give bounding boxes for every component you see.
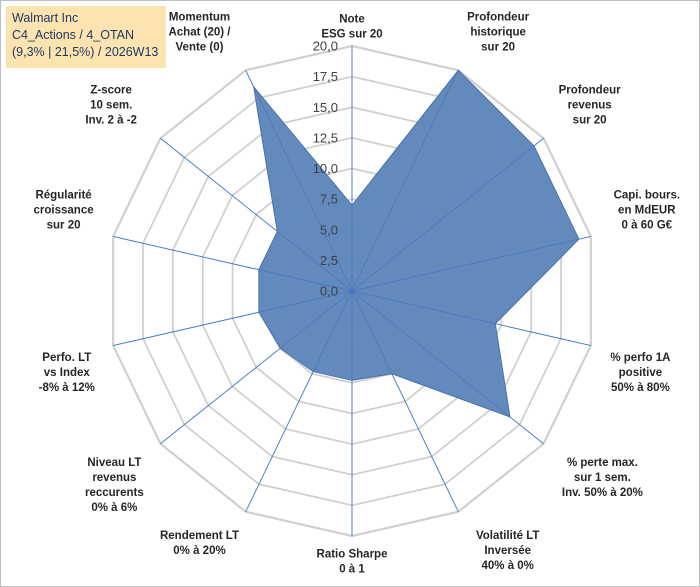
axis-label-2-line-0: Profondeur — [559, 84, 621, 96]
spoke-overlay-11 — [258, 269, 353, 292]
axis-label-4-line-2: 50% à 80% — [611, 382, 670, 394]
spoke-overlay-6 — [351, 290, 393, 374]
title-company: Walmart Inc — [12, 11, 79, 25]
axis-label-12-line-2: Inv. 2 à -2 — [85, 114, 137, 126]
axis-label-13-line-0: Momentum — [169, 11, 230, 23]
spoke-overlay-3 — [351, 238, 580, 292]
label-layer: Note ESG sur 20 Profondeur historique sur 20… — [34, 11, 680, 575]
axis-label-11-line-2: sur 20 — [47, 220, 81, 232]
axis-label-6-line-1: Inversée — [484, 545, 531, 557]
axis-label-4-line-0: % perfo 1A — [610, 352, 670, 364]
axis-label-7-line-0: Ratio Sharpe — [317, 548, 388, 560]
axis-label-6-line-0: Volatilité LT — [476, 530, 539, 542]
axis-label-9-line-2: reccurents — [85, 487, 144, 499]
tick-layer: 0,0 2,5 5,0 7,5 10,0 12,5 15,0 17,5 20,0 — [313, 39, 338, 299]
tick-label-7: 17,5 — [313, 69, 338, 84]
axis-label-9: Niveau LT revenus reccurents 0% à 6% — [85, 457, 144, 514]
axis-label-3-line-2: 0 à 60 G€ — [622, 220, 673, 232]
spoke-overlay-5 — [351, 290, 511, 418]
axis-label-10-line-0: Perfo. LT — [42, 352, 91, 364]
axis-label-12-line-1: 10 sem. — [90, 99, 132, 111]
axis-label-11-line-0: Régularité — [35, 190, 91, 202]
axis-label-5-line-1: sur 1 sem. — [574, 472, 631, 484]
axis-label-11-line-1: croissance — [34, 205, 94, 217]
tick-label-1: 2,5 — [320, 253, 338, 268]
tick-label-4: 10,0 — [313, 161, 338, 176]
axis-label-3-line-0: Capi. bours. — [614, 190, 680, 202]
axis-label-0-line-0: Note — [339, 13, 365, 25]
axis-label-7: Ratio Sharpe 0 à 1 — [317, 548, 388, 575]
axis-label-9-line-3: 0% à 6% — [91, 502, 137, 514]
axis-label-8: Rendement LT 0% à 20% — [160, 530, 239, 557]
spoke-overlay-1 — [351, 70, 459, 292]
tick-label-5: 12,5 — [313, 130, 338, 145]
spoke-overlay-4 — [351, 290, 496, 325]
title-category: C4_Actions / 4_OTAN — [12, 28, 135, 42]
series-layer — [252, 69, 580, 418]
axis-label-10: Perfo. LT vs Index -8% à 12% — [39, 352, 95, 394]
tick-label-8: 20,0 — [313, 39, 338, 54]
axis-label-3: Capi. bours. en MdEUR 0 à 60 G€ — [614, 190, 680, 232]
spoke-overlay-8 — [312, 290, 353, 372]
spoke-overlay-2 — [351, 145, 535, 292]
axis-label-5-line-2: Inv. 50% à 20% — [562, 487, 643, 499]
axis-label-13: Momentum Achat (20) / Vente (0) — [168, 11, 231, 53]
axis-label-6: Volatilité LT Inversée 40% à 0% — [476, 530, 539, 572]
axis-label-0-line-1: ESG sur 20 — [321, 28, 382, 40]
axis-label-10-line-2: -8% à 12% — [39, 382, 95, 394]
axis-label-7-line-1: 0 à 1 — [339, 563, 365, 575]
spoke-overlay-13 — [253, 86, 353, 292]
axis-label-13-line-2: Vente (0) — [176, 41, 224, 53]
axis-label-12-line-0: Z-score — [90, 84, 132, 96]
tick-label-6: 15,0 — [313, 100, 338, 115]
axis-label-2-line-2: sur 20 — [573, 114, 607, 126]
axis-label-9-line-1: revenus — [92, 472, 136, 484]
axis-label-2-line-1: revenus — [568, 99, 612, 111]
axis-label-1: Profondeur historique sur 20 — [467, 11, 529, 53]
axis-label-4-line-1: positive — [619, 367, 662, 379]
axis-label-8-line-1: 0% à 20% — [173, 545, 225, 557]
axis-label-6-line-2: 40% à 0% — [481, 560, 533, 572]
axis-label-11: Régularité croissance sur 20 — [34, 190, 94, 232]
axis-label-1-line-2: sur 20 — [481, 41, 515, 53]
axis-label-1-line-0: Profondeur — [467, 11, 529, 23]
spoke-overlay-9 — [279, 290, 353, 349]
spoke-overlay-10 — [258, 290, 353, 313]
axis-label-3-line-1: en MdEUR — [618, 205, 676, 217]
axis-label-1-line-1: historique — [470, 26, 526, 38]
axis-label-9-line-0: Niveau LT — [87, 457, 141, 469]
axis-label-8-line-0: Rendement LT — [160, 530, 239, 542]
spoke-overlay-12 — [277, 231, 353, 292]
axis-label-0: Note ESG sur 20 — [321, 13, 382, 40]
tick-label-2: 5,0 — [320, 222, 338, 237]
tick-label-3: 7,5 — [320, 192, 338, 207]
axis-label-5: % perte max. sur 1 sem. Inv. 50% à 20% — [562, 457, 643, 499]
tick-label-0: 0,0 — [320, 284, 338, 299]
axis-label-13-line-1: Achat (20) / — [168, 26, 231, 38]
title-box: Walmart Inc C4_Actions / 4_OTAN (9,3% | … — [6, 6, 166, 68]
axis-label-2: Profondeur revenus sur 20 — [559, 84, 621, 126]
axis-label-5-line-0: % perte max. — [567, 457, 638, 469]
axis-label-10-line-1: vs Index — [44, 367, 91, 379]
axis-label-12: Z-score 10 sem. Inv. 2 à -2 — [85, 84, 137, 126]
axis-label-4: % perfo 1A positive 50% à 80% — [610, 352, 670, 394]
title-stats: (9,3% | 21,5%) / 2026W13 — [12, 45, 159, 59]
